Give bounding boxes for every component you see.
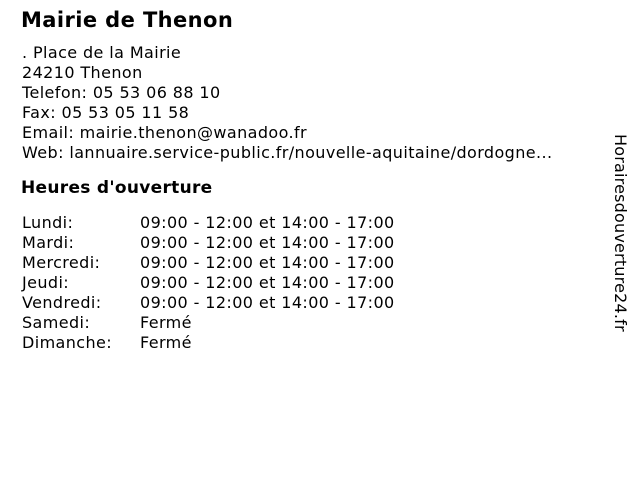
day-label: Mercredi: bbox=[22, 253, 101, 272]
day-label: Samedi: bbox=[22, 313, 91, 332]
page-title: Mairie de Thenon bbox=[21, 8, 234, 32]
time-value: Fermé bbox=[140, 333, 192, 352]
day-label: Jeudi: bbox=[22, 273, 70, 292]
day-label: Lundi: bbox=[22, 213, 74, 232]
phone-line: Telefon: 05 53 06 88 10 bbox=[22, 83, 221, 102]
fax-line: Fax: 05 53 05 11 58 bbox=[22, 103, 190, 122]
contact-block: . Place de la Mairie 24210 Thenon Telefo… bbox=[22, 43, 552, 163]
opening-hours-heading: Heures d'ouverture bbox=[21, 178, 213, 198]
time-value: 09:00 - 12:00 et 14:00 - 17:00 bbox=[140, 213, 395, 232]
time-value: Fermé bbox=[140, 313, 192, 332]
time-value: 09:00 - 12:00 et 14:00 - 17:00 bbox=[140, 253, 395, 272]
hours-row-sunday: Dimanche: Fermé bbox=[22, 333, 395, 353]
hours-row-monday: Lundi: 09:00 - 12:00 et 14:00 - 17:00 bbox=[22, 213, 395, 233]
day-label: Vendredi: bbox=[22, 293, 102, 312]
site-watermark-vertical-text: Horairesdouverture24.fr bbox=[611, 134, 630, 332]
day-label: Dimanche: bbox=[22, 333, 113, 352]
hours-row-tuesday: Mardi: 09:00 - 12:00 et 14:00 - 17:00 bbox=[22, 233, 395, 253]
opening-hours-table: Lundi: 09:00 - 12:00 et 14:00 - 17:00 Ma… bbox=[22, 213, 395, 353]
email-line: Email: mairie.thenon@wanadoo.fr bbox=[22, 123, 307, 142]
time-value: 09:00 - 12:00 et 14:00 - 17:00 bbox=[140, 293, 395, 312]
hours-row-wednesday: Mercredi: 09:00 - 12:00 et 14:00 - 17:00 bbox=[22, 253, 395, 273]
time-value: 09:00 - 12:00 et 14:00 - 17:00 bbox=[140, 273, 395, 292]
address-city-line: 24210 Thenon bbox=[22, 63, 143, 82]
time-value: 09:00 - 12:00 et 14:00 - 17:00 bbox=[140, 233, 395, 252]
address-street-line: . Place de la Mairie bbox=[22, 43, 182, 62]
hours-row-friday: Vendredi: 09:00 - 12:00 et 14:00 - 17:00 bbox=[22, 293, 395, 313]
website-line: Web: lannuaire.service-public.fr/nouvell… bbox=[22, 143, 553, 162]
hours-row-thursday: Jeudi: 09:00 - 12:00 et 14:00 - 17:00 bbox=[22, 273, 395, 293]
hours-row-saturday: Samedi: Fermé bbox=[22, 313, 395, 333]
day-label: Mardi: bbox=[22, 233, 75, 252]
